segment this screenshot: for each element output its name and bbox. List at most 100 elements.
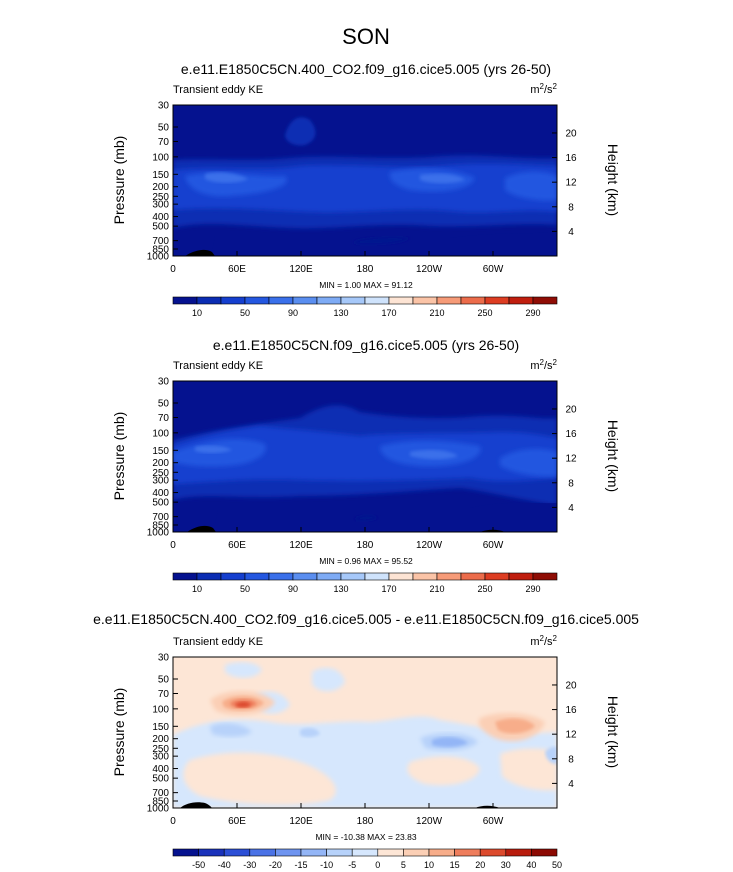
height-tick-label: 20 [565, 128, 577, 139]
longitude-tick-label: 120E [289, 816, 313, 827]
contour-field [173, 381, 557, 532]
colorbar-swatch [172, 296, 198, 305]
min-max-label: MIN = -10.38 MAX = 23.83 [315, 832, 416, 842]
longitude-tick-label: 120E [289, 264, 313, 275]
panel-title: e.e11.E1850C5CN.f09_g16.cice5.005 (yrs 2… [213, 337, 519, 353]
longitude-tick-label: 60E [228, 816, 246, 827]
colorbar-swatch [508, 296, 534, 305]
min-max-label: MIN = 1.00 MAX = 91.12 [319, 280, 413, 290]
colorbar-swatch [326, 848, 353, 857]
height-tick-label: 12 [565, 178, 577, 189]
units-label: m2/s2 [530, 358, 557, 372]
contour-field [173, 657, 557, 808]
colorbar-label: 250 [477, 308, 492, 318]
colorbar-label: 50 [552, 860, 562, 870]
height-tick-label: 16 [565, 705, 577, 716]
longitude-tick-label: 120W [416, 816, 443, 827]
colorbar-label: 5 [401, 860, 406, 870]
height-tick-label: 8 [568, 754, 574, 765]
colorbar-swatch [351, 848, 379, 857]
colorbar-label: 50 [240, 308, 250, 318]
colorbar-label: -50 [192, 860, 205, 870]
colorbar-swatch [300, 848, 327, 857]
longitude-axis: 0 60E 120E 180 120W 60W [170, 803, 504, 827]
panel-3: e.e11.E1850C5CN.400_CO2.f09_g16.cice5.00… [93, 611, 639, 870]
longitude-tick-label: 120E [289, 540, 313, 551]
colorbar-swatch [460, 296, 486, 305]
colorbar-label: 170 [381, 584, 396, 594]
pressure-tick-label: 50 [158, 398, 170, 409]
pressure-tick-label: 700 [152, 788, 169, 799]
colorbar: 10 50 90 130 170 210 250 290 [172, 572, 558, 594]
pressure-tick-label: 50 [158, 674, 170, 685]
pressure-tick-label: 300 [152, 476, 169, 487]
pressure-tick-label: 1000 [147, 252, 170, 263]
colorbar-swatch [172, 848, 199, 857]
pressure-tick-label: 700 [152, 512, 169, 523]
colorbar-label: 130 [333, 308, 348, 318]
panel-title: e.e11.E1850C5CN.400_CO2.f09_g16.cice5.00… [93, 611, 639, 627]
colorbar-swatch [388, 572, 414, 581]
pressure-tick-label: 70 [158, 689, 170, 700]
pressure-tick-label: 200 [152, 182, 169, 193]
pressure-tick-label: 150 [152, 446, 169, 457]
colorbar-swatch [220, 296, 246, 305]
pressure-axis-label: Pressure (mb) [111, 136, 127, 225]
colorbar-swatch [292, 296, 318, 305]
colorbar-label: 90 [288, 308, 298, 318]
colorbar-label: 170 [381, 308, 396, 318]
longitude-tick-label: 0 [170, 540, 176, 551]
pressure-tick-label: 400 [152, 488, 169, 499]
longitude-axis: 0 60E 120E 180 120W 60W [170, 251, 504, 275]
colorbar-label: 130 [333, 584, 348, 594]
min-max-label: MIN = 0.96 MAX = 95.52 [319, 556, 413, 566]
pressure-tick-label: 150 [152, 722, 169, 733]
pressure-tick-label: 30 [158, 653, 170, 664]
field-label: Transient eddy KE [173, 360, 263, 372]
colorbar-swatch [172, 572, 198, 581]
colorbar-label: 290 [525, 308, 540, 318]
colorbar-swatch [532, 296, 558, 305]
colorbar-swatch [532, 572, 558, 581]
colorbar-swatch [340, 572, 366, 581]
colorbar-swatch [316, 572, 342, 581]
colorbar-label: 30 [501, 860, 511, 870]
colorbar-label: 290 [525, 584, 540, 594]
colorbar-swatch [508, 572, 534, 581]
longitude-tick-label: 0 [170, 816, 176, 827]
colorbar-label: 10 [192, 308, 202, 318]
colorbar-label: 250 [477, 584, 492, 594]
colorbar-label: 210 [429, 584, 444, 594]
panel-2: e.e11.E1850C5CN.f09_g16.cice5.005 (yrs 2… [111, 337, 621, 594]
pressure-axis-label: Pressure (mb) [111, 412, 127, 501]
longitude-tick-label: 120W [416, 540, 443, 551]
colorbar-swatch [403, 848, 430, 857]
pressure-tick-label: 250 [152, 468, 169, 479]
colorbar-label: 90 [288, 584, 298, 594]
colorbar-swatch [531, 848, 558, 857]
height-tick-label: 8 [568, 202, 574, 213]
colorbar-label: 10 [192, 584, 202, 594]
height-tick-label: 16 [565, 153, 577, 164]
pressure-tick-label: 400 [152, 212, 169, 223]
colorbar-swatch [196, 296, 222, 305]
longitude-tick-label: 60E [228, 540, 246, 551]
pressure-tick-label: 850 [152, 245, 169, 256]
colorbar-label: 50 [240, 584, 250, 594]
colorbar-swatch [220, 572, 246, 581]
colorbar-swatch [275, 848, 302, 857]
colorbar-label: -15 [294, 860, 307, 870]
field-label: Transient eddy KE [173, 84, 263, 96]
pressure-tick-label: 400 [152, 764, 169, 775]
pressure-tick-label: 300 [152, 200, 169, 211]
pressure-tick-label: 100 [152, 152, 169, 163]
height-axis: 4 8 12 16 20 [552, 404, 577, 514]
height-tick-label: 20 [565, 404, 577, 415]
colorbar: 10 50 90 130 170 210 250 290 [172, 296, 558, 318]
pressure-tick-label: 200 [152, 458, 169, 469]
height-tick-label: 12 [565, 454, 577, 465]
